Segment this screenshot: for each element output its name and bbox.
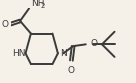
Text: O: O xyxy=(1,20,8,29)
Text: HN: HN xyxy=(13,49,26,58)
Text: N: N xyxy=(60,49,67,58)
Text: O: O xyxy=(90,39,97,48)
Text: NH: NH xyxy=(31,0,44,8)
Text: 2: 2 xyxy=(41,3,45,9)
Text: O: O xyxy=(68,66,75,75)
